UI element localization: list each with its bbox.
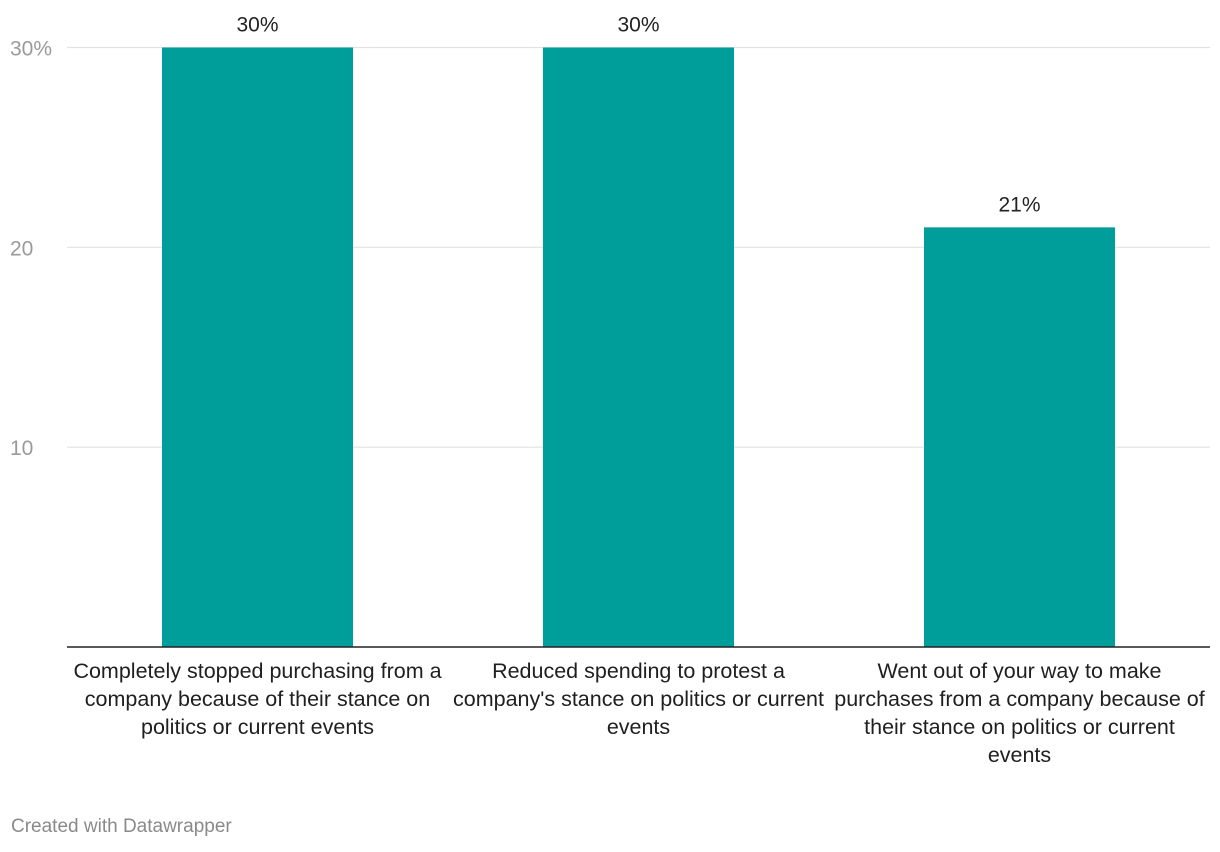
bar [543,47,734,647]
bar-value-label: 30% [617,14,659,37]
x-category-label: Completely stopped purchasing from a com… [73,659,442,739]
bar-value-label: 21% [998,193,1040,216]
y-tick-label: 20 [10,237,33,260]
bar [924,227,1115,647]
bar [162,47,353,647]
y-axis-ticks: 30% 20 10 [10,38,52,461]
bar-value-label: 30% [236,14,278,37]
x-category-label: Went out of your way to make purchases f… [834,659,1205,767]
bar-value-labels: 30% 30% 21% [236,14,1040,217]
y-tick-label: 10 [10,437,33,460]
x-category-label: Reduced spending to protest a company's … [453,659,824,739]
bars [162,47,1115,647]
y-tick-label: 30% [10,38,52,61]
footer-credit: Created with Datawrapper [11,816,232,837]
